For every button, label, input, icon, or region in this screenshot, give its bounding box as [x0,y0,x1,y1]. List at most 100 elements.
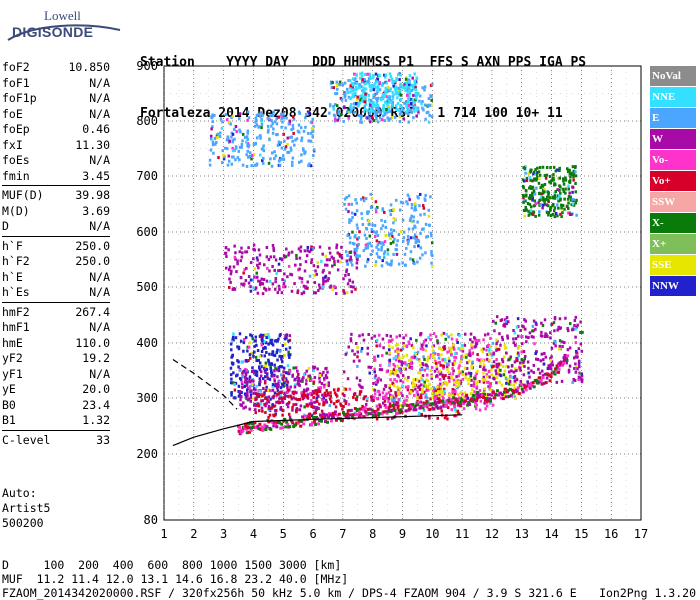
echo-point [509,355,513,359]
echo-point [285,383,289,387]
param-name: B1 [2,413,16,427]
echo-point [571,328,574,332]
echo-point [314,411,317,415]
echo-point [569,198,573,202]
echo-point [315,407,319,411]
echo-point [470,365,473,369]
echo-point [361,333,364,337]
echo-point [343,394,346,398]
echo-point [283,285,287,289]
echo-point [310,258,314,262]
echo-point [266,376,270,380]
echo-point [265,375,269,379]
echo-point [346,234,349,238]
echo-point [282,116,285,120]
echo-point [267,342,270,346]
echo-point [487,385,490,389]
echo-point [545,173,549,177]
echo-point [522,166,525,170]
echo-point [297,268,300,272]
echo-point [391,100,395,104]
echo-point [465,366,469,370]
echo-point [348,86,352,90]
echo-point [546,335,549,339]
echo-point [409,83,413,87]
trace-point [321,415,325,419]
echo-point [284,347,288,351]
echo-point [412,83,415,87]
echo-point [249,278,253,282]
echo-point [239,259,243,263]
echo-point [533,203,537,207]
echo-point [273,379,277,383]
echo-point [288,338,292,342]
echo-point [264,379,267,383]
echo-point [278,334,282,338]
echo-point [462,355,466,359]
echo-point [371,106,374,110]
echo-point [485,357,489,361]
echo-point [407,239,410,243]
echo-point [291,408,294,412]
echo-point [252,354,255,358]
echo-point [261,409,264,413]
echo-point [387,363,391,367]
echo-point [391,396,395,400]
trace-point [410,404,414,408]
trace-point [252,425,256,429]
echo-point [237,360,240,364]
echo-point [430,103,433,107]
echo-point [433,387,436,391]
echo-point [245,250,249,254]
trace-point [383,403,387,407]
echo-point [364,395,368,399]
echo-point [323,378,326,382]
echo-point [406,202,409,206]
echo-point [516,317,520,321]
echo-point [407,80,411,84]
echo-point [301,377,304,381]
echo-point [412,382,415,386]
echo-point [305,254,309,258]
trace-point [341,411,345,415]
echo-point [399,82,402,86]
echo-point [376,89,380,93]
trace-point [247,422,251,426]
echo-point [356,95,359,99]
echo-point [381,259,384,263]
echo-point [399,230,403,234]
echo-point [581,330,584,334]
echo-point [362,249,366,253]
echo-point [271,384,275,388]
echo-point [318,390,321,394]
echo-point [532,335,535,339]
echo-point [247,345,251,349]
echo-point [350,263,354,267]
echo-point [547,191,550,195]
echo-point [529,209,533,213]
echo-point [250,334,254,338]
echo-point [575,213,578,217]
echo-point [540,352,544,356]
echo-point [242,341,246,345]
echo-point [242,406,245,410]
echo-point [503,369,506,373]
echo-point [574,362,577,366]
echo-point [522,186,525,190]
legend-item-x-: X+ [650,234,696,254]
echo-point [512,337,515,341]
echo-point [277,369,281,373]
echo-point [437,390,441,394]
echo-point [376,80,379,84]
echo-point [384,410,387,414]
echo-point [275,408,278,412]
echo-point [413,87,416,91]
x-tick-label: 12 [485,527,499,541]
echo-point [398,403,402,407]
echo-point [457,412,460,416]
trace-point [492,396,496,400]
echo-point [259,153,262,157]
echo-point [501,358,504,362]
echo-point [280,146,284,150]
echo-point [310,378,313,382]
